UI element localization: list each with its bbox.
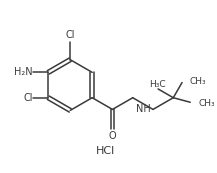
- Text: NH: NH: [136, 104, 151, 114]
- Text: CH₃: CH₃: [198, 99, 215, 108]
- Text: H₃C: H₃C: [149, 80, 165, 89]
- Text: H₂N: H₂N: [14, 67, 33, 77]
- Text: Cl: Cl: [23, 93, 33, 103]
- Text: O: O: [109, 131, 116, 141]
- Text: CH₃: CH₃: [190, 77, 207, 86]
- Text: Cl: Cl: [66, 30, 75, 40]
- Text: HCl: HCl: [96, 146, 115, 156]
